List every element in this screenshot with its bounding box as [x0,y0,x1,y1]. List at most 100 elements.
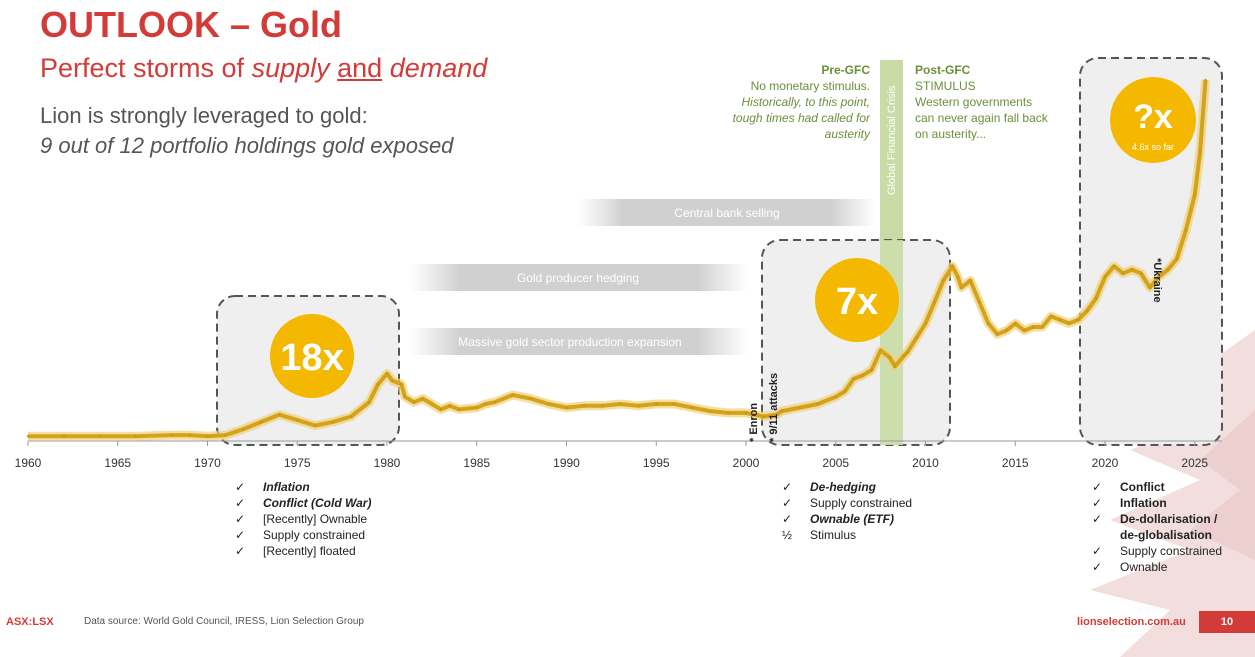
drivers-list-1970s: ✓ Inflation ✓ Conflict (Cold War) ✓ [Recently… [235,479,371,559]
x-tick-label: 1960 [15,456,42,470]
gold-price-point [547,402,550,406]
driver-text: de-globalisation [1120,528,1213,542]
gold-price-point [879,349,882,352]
x-tick-label: 1970 [194,456,221,470]
gold-price-point [798,406,802,409]
gold-price-point [242,427,245,431]
gold-price-point [1198,150,1202,153]
driver-text: [Recently] Ownable [263,512,368,526]
gold-price-point [1049,315,1053,318]
gold-price-point [1166,268,1170,271]
gold-price-point [385,372,389,375]
check-icon: ✓ [1092,480,1103,494]
central-bank-selling-bar [578,199,876,226]
driver-text: [Recently] floated [263,544,356,558]
check-icon: ½ [782,528,793,542]
gold-price-point [134,435,137,438]
driver-item: ✓ Conflict [1092,479,1222,495]
driver-text: De-hedging [810,480,876,494]
check-icon: ✓ [235,496,246,510]
gold-price-point [1184,229,1187,232]
gold-price-point [475,406,478,409]
gold-price-point [314,424,317,427]
gold-price-point [843,390,846,393]
event-911: * 9/11 attacks [768,373,780,442]
x-tick-label: 1965 [104,456,131,470]
driver-text: Stimulus [810,528,857,542]
gold-price-point [673,402,676,406]
gold-price-point [26,435,30,438]
driver-text: Inflation [1120,496,1167,510]
pre-gfc-annotation: Pre-GFC No monetary stimulus. Historical… [732,63,870,141]
gold-price-point [601,404,604,407]
x-tick-label: 1995 [643,456,670,470]
gold-price-point [744,411,748,415]
x-tick-label: 2015 [1002,456,1029,470]
central-bank-selling-label: Central bank selling [674,206,779,220]
check-icon: ✓ [1092,544,1103,558]
gold-price-point [367,401,371,404]
post-gfc-annotation: Post-GFC STIMULUS Western governments ca… [915,63,1048,141]
gold-price-point [349,415,353,418]
gold-price-point [619,402,622,406]
gold-price-point [1094,297,1098,300]
x-tick-label: 1980 [374,456,401,470]
gold-price-point [1204,78,1207,82]
gold-price-point [331,420,335,424]
multiple-label-qx: ?x [1133,98,1173,136]
gold-price-point [902,354,906,357]
gold-chart: Global Financial Crisis Central bank sel… [15,57,1223,470]
gfc-band-label: Global Financial Crisis [886,85,898,195]
multiple-sublabel: 4.6x so far [1132,142,1174,152]
gold-price-point [852,377,855,381]
x-tick-label: 1990 [553,456,580,470]
x-tick-label: 2000 [733,456,760,470]
gold-price-point [391,379,394,382]
gold-price-point [893,365,897,368]
lead-line-2: 9 out of 12 portfolio holdings gold expo… [40,133,454,158]
gold-price-point [206,435,209,438]
check-icon: ✓ [1092,496,1103,510]
multiple-circle-18x [270,314,354,398]
gold-price-point [1193,193,1196,196]
x-tick-label: 1985 [463,456,490,470]
multiple-label-7x: 7x [836,281,878,323]
gold-price-point [1121,272,1125,275]
gold-price-point [421,397,425,400]
gold-price-point [1040,325,1044,329]
gold-price-point [942,279,945,282]
x-tick-label: 2020 [1092,456,1119,470]
gold-price-point [583,404,586,407]
gold-price-point [780,409,784,413]
driver-item: ✓ Conflict (Cold War) [235,495,371,511]
gold-price-point [376,383,380,386]
driver-text: Inflation [263,480,310,494]
gold-price-point [1157,275,1161,279]
check-icon: ✓ [782,496,793,510]
gold-price-point [888,356,891,359]
check-icon: ✓ [1092,512,1103,526]
check-icon: ✓ [782,512,793,526]
gold-price-point [1067,322,1071,325]
gold-price-point [1023,329,1026,332]
gold-price-point [260,420,263,424]
producer-hedging-bar [409,264,749,291]
lead-line-1: Lion is strongly leveraged to gold: [40,103,368,128]
footer-website-link[interactable]: lionselection.com.au [1077,616,1186,628]
production-expansion-label: Massive gold sector production expansion [458,335,681,349]
event-enron: * Enron [748,403,760,442]
gold-price-point [1139,272,1143,275]
gold-price-point [448,404,452,407]
gold-price-point [775,413,778,416]
gold-price-line [28,79,1208,439]
driver-item: ✓ Inflation [235,479,371,495]
gold-price-point [956,275,960,279]
check-icon: ✓ [782,480,793,494]
check-icon: ✓ [235,512,246,526]
gold-price-point [906,350,909,354]
driver-text: Ownable (ETF) [810,512,894,526]
gold-price-point [1130,268,1134,271]
gold-price-point [987,322,990,325]
gold-price-point [1112,264,1116,268]
gold-price-point [861,374,864,377]
